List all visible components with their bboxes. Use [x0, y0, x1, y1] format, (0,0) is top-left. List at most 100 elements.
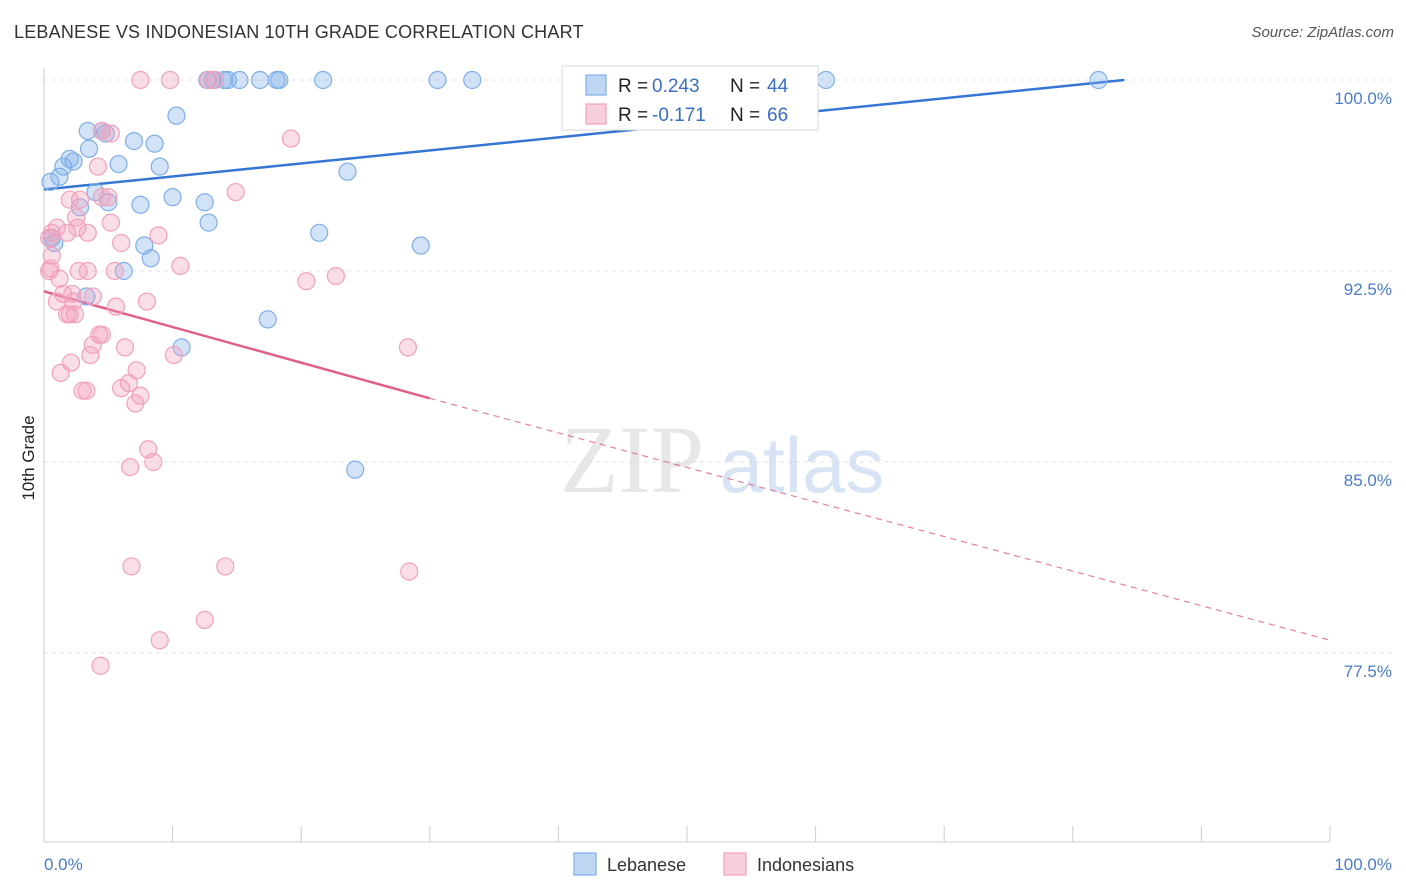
indonesians-trend-extension [429, 397, 1331, 641]
lebanese-point-40 [258, 310, 277, 329]
lebanese-point-42 [338, 162, 357, 181]
indonesians-point-42 [60, 305, 79, 324]
lebanese-point-32 [463, 70, 482, 90]
lebanese-legend-swatch [585, 74, 607, 96]
axes [43, 68, 1331, 843]
indonesians-point-3 [205, 70, 225, 90]
indonesians-point-56 [77, 381, 96, 400]
lebanese-point-12 [124, 132, 144, 151]
indonesians-point-48 [81, 345, 100, 365]
lebanese-point-10 [79, 139, 99, 158]
y-tick-label-3: 77.5% [1344, 662, 1392, 681]
lebanese-trend-line [43, 78, 1125, 191]
lebanese-bottom-swatch [573, 852, 597, 876]
indonesians-point-58 [126, 394, 145, 413]
chart-source: Source: ZipAtlas.com [1251, 24, 1394, 41]
watermark-zip: ZIP [560, 406, 704, 513]
lebanese-point-18 [163, 188, 182, 207]
indonesians-r-label: R = [618, 105, 648, 126]
lebanese-point-31 [428, 70, 447, 90]
y-tick-label-2: 85.0% [1344, 471, 1392, 490]
indonesians-n-value: 66 [767, 105, 788, 126]
indonesians-point-46 [115, 338, 135, 357]
indonesians-point-27 [78, 261, 97, 281]
lebanese-point-4 [64, 152, 83, 171]
lebanese-point-15 [78, 121, 97, 141]
trend-lines [43, 78, 1331, 641]
lebanese-point-0 [41, 172, 60, 191]
x-tick-label-1: 100.0% [1334, 855, 1392, 874]
lebanese-n-value: 44 [767, 76, 789, 97]
lebanese-point-26 [230, 70, 249, 90]
lebanese-n-label: N = [730, 76, 760, 97]
indonesians-point-54 [112, 379, 131, 398]
lebanese-point-36 [141, 249, 160, 268]
y-tick-label-0: 100.0% [1334, 89, 1392, 108]
lebanese-point-27 [250, 70, 270, 90]
lebanese-point-44 [199, 213, 218, 232]
indonesians-point-62 [122, 557, 141, 576]
lebanese-point-7 [70, 198, 90, 217]
indonesians-point-30 [326, 266, 346, 286]
y-axis-title: 10th Grade [19, 415, 38, 500]
indonesians-point-17 [58, 223, 77, 242]
correlation-legend: R = 0.243 N = 44 R = -0.171 N = 66 [561, 65, 819, 131]
chart-title: LEBANESE VS INDONESIAN 10TH GRADE CORREL… [14, 22, 584, 42]
indonesians-point-38 [106, 297, 126, 316]
indonesians-bottom-label: Indonesians [757, 855, 854, 875]
lebanese-point-21 [167, 106, 186, 125]
lebanese-point-11 [109, 154, 128, 174]
indonesians-point-31 [50, 269, 69, 288]
indonesians-point-15 [42, 223, 61, 242]
indonesians-point-25 [40, 261, 59, 281]
series-legend: Lebanese Indonesians [573, 852, 854, 876]
watermark-atlas: atlas [720, 421, 885, 509]
indonesians-point-63 [216, 557, 235, 576]
indonesians-point-61 [121, 457, 140, 477]
lebanese-point-33 [816, 70, 835, 90]
indonesians-point-47 [398, 338, 418, 357]
indonesians-point-10 [92, 188, 111, 207]
indonesians-point-20 [112, 233, 131, 253]
indonesians-point-44 [92, 325, 111, 344]
indonesians-point-49 [164, 345, 183, 365]
indonesians-point-5 [101, 124, 120, 143]
lebanese-point-30 [313, 70, 333, 90]
indonesians-point-1 [160, 70, 180, 90]
lebanese-bottom-label: Lebanese [607, 855, 686, 875]
indonesians-point-0 [131, 70, 150, 90]
lebanese-point-34 [1089, 70, 1108, 90]
indonesians-point-32 [297, 272, 316, 291]
lebanese-point-29 [270, 70, 289, 90]
indonesians-point-66 [150, 631, 169, 650]
indonesians-point-55 [73, 381, 92, 400]
indonesians-r-value: -0.171 [652, 105, 706, 126]
x-tick-labels: 0.0% 100.0% [44, 855, 1392, 874]
indonesians-point-12 [226, 182, 245, 202]
indonesians-n-label: N = [730, 105, 760, 126]
indonesians-point-65 [195, 610, 214, 629]
indonesians-point-41 [65, 305, 84, 324]
indonesians-bottom-swatch [723, 852, 747, 876]
indonesians-point-14 [101, 213, 120, 232]
lebanese-point-1 [50, 167, 69, 186]
indonesians-point-39 [137, 292, 156, 311]
indonesians-legend-swatch [585, 103, 607, 125]
indonesians-point-51 [51, 363, 70, 382]
y-tick-label-1: 92.5% [1344, 280, 1392, 299]
lebanese-point-45 [346, 460, 365, 479]
indonesians-point-22 [40, 228, 59, 247]
lebanese-point-20 [131, 195, 150, 214]
indonesians-point-29 [171, 256, 190, 276]
indonesians-point-2 [199, 70, 218, 90]
indonesians-point-21 [149, 226, 168, 245]
indonesians-point-67 [91, 656, 110, 675]
lebanese-point-39 [172, 338, 191, 357]
indonesians-point-60 [144, 452, 163, 472]
indonesians-point-16 [47, 218, 66, 237]
watermark: ZIP atlas [560, 406, 884, 513]
indonesians-point-9 [70, 190, 90, 209]
indonesians-point-7 [88, 157, 108, 176]
lebanese-point-43 [411, 236, 430, 255]
